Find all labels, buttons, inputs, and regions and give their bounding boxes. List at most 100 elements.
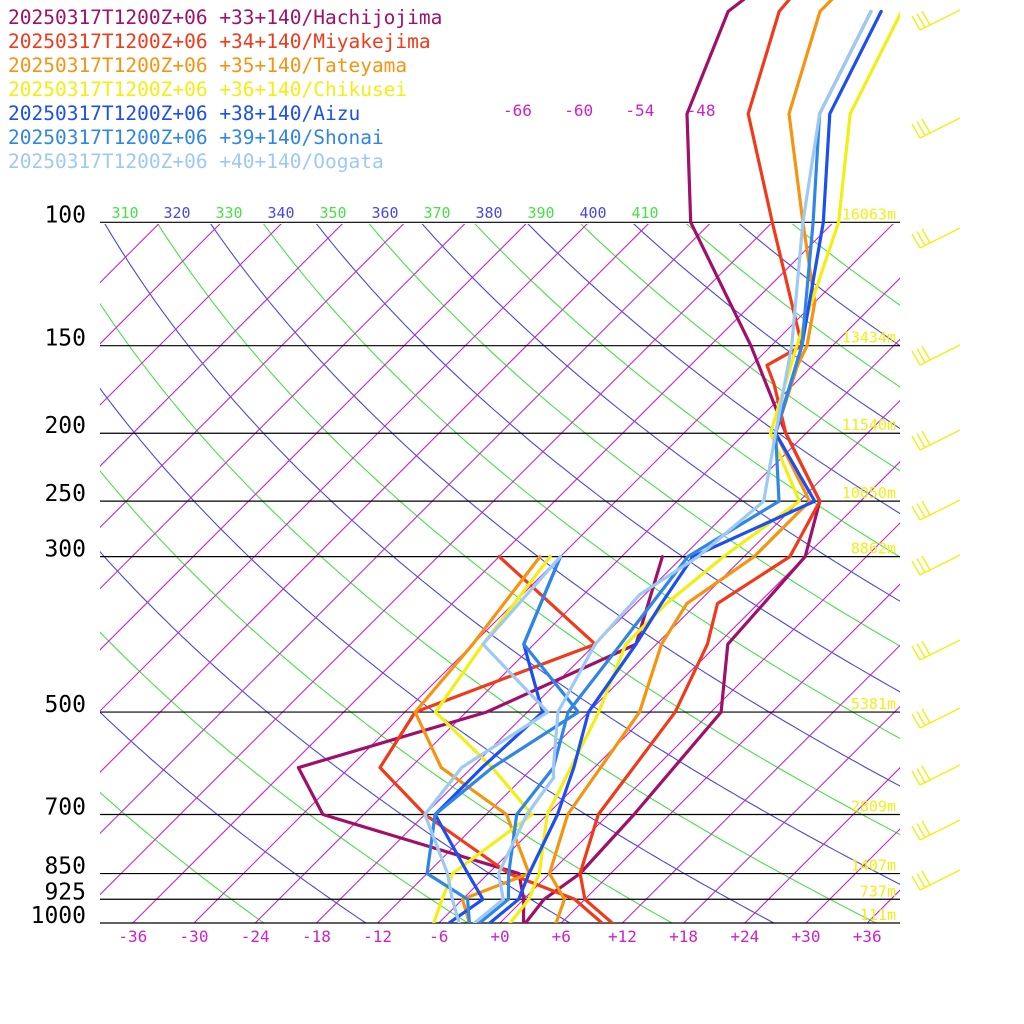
height-label: 8862m: [851, 540, 896, 558]
isotherm-line: [744, 767, 900, 923]
series-temperature-line: [508, 11, 900, 923]
isotherm-line: [254, 277, 900, 923]
isotherm-line: [377, 399, 900, 923]
isotherm-line: [100, 224, 221, 345]
x-tick-label: +24: [730, 927, 759, 946]
pressure-label: 250: [44, 481, 86, 507]
isotherm-label: -60: [564, 101, 593, 120]
wind-barb: [911, 227, 961, 249]
x-tick-label: +6: [552, 927, 571, 946]
series-dewpoint-line: [432, 555, 552, 923]
legend-entry-oogata: 20250317T1200Z+06 +40+140/Oogata: [8, 150, 384, 173]
wind-barb: [911, 819, 961, 841]
dry-adiabat-line: [580, 224, 900, 472]
series-dewpoint-line: [433, 555, 562, 923]
dry-adiabat-line: [685, 224, 900, 388]
dry-adiabat-line: [100, 302, 878, 923]
isotherm-line: [100, 224, 649, 773]
isotherm-label: -48: [687, 101, 716, 120]
legend-entry-shonai: 20250317T1200Z+06 +39+140/Shonai: [8, 126, 384, 149]
pressure-label: 500: [44, 692, 86, 718]
isotherm-line: [193, 224, 894, 923]
theta-label: 320: [163, 204, 190, 222]
legend-entry-tateyama: 20250317T1200Z+06 +35+140/Tateyama: [8, 54, 408, 77]
x-tick-label: +36: [853, 927, 882, 946]
isotherm-line: [100, 224, 282, 406]
isotherm-line: [132, 224, 833, 923]
dry-adiabat-line: [474, 224, 900, 558]
series-dewpoint-line: [423, 555, 562, 923]
x-tick-label: -30: [180, 927, 209, 946]
dry-adiabat-line: [738, 224, 900, 347]
isotherm-line: [100, 224, 343, 467]
legend: 20250317T1200Z+06 +33+140/Hachijojima 20…: [8, 6, 442, 174]
wind-barb: [911, 344, 961, 366]
theta-label: 390: [527, 204, 554, 222]
isotherm-line: [100, 224, 772, 896]
height-label: 5381m: [851, 695, 896, 713]
pressure-label: 100: [44, 202, 86, 228]
wind-barb: [911, 764, 961, 786]
theta-label: 360: [371, 204, 398, 222]
theta-label: 310: [111, 204, 138, 222]
series-temperature-line: [523, 0, 822, 923]
series-dewpoint-line: [378, 555, 604, 923]
theta-label: 340: [267, 204, 294, 222]
wind-barb: [911, 499, 961, 521]
wind-barb: [911, 707, 961, 729]
x-tick-label: +0: [490, 927, 509, 946]
series-dewpoint-line: [413, 555, 542, 923]
wind-barb: [911, 869, 961, 891]
theta-label: 330: [215, 204, 242, 222]
pressure-label: 1000: [31, 903, 86, 929]
theta-label: 380: [475, 204, 502, 222]
theta-label: 410: [631, 204, 658, 222]
pressure-label: 925: [44, 879, 86, 905]
series-temperature-line: [478, 9, 873, 923]
isotherm-line: [499, 522, 900, 923]
pressure-label: 700: [44, 794, 86, 820]
height-label: 10050m: [842, 484, 896, 502]
isotherm-line: [100, 224, 588, 712]
isotherm-label: -54: [625, 101, 654, 120]
isotherm-label: -66: [503, 101, 532, 120]
pressure-lines: 100 16063m 150 13434m 200 11540m 250 10050m 300 8…: [31, 202, 900, 929]
x-tick-label: -6: [429, 927, 448, 946]
height-label: 111m: [860, 906, 896, 924]
x-tick-label: -12: [363, 927, 392, 946]
x-tick-label: +18: [669, 927, 698, 946]
legend-entry-chikusei: 20250317T1200Z+06 +36+140/Chikusei: [8, 78, 408, 101]
wind-barb: [911, 639, 961, 661]
isotherm-line: [866, 889, 900, 923]
x-tick-label: -24: [241, 927, 270, 946]
series-temperature-line: [472, 9, 873, 923]
pressure-label: 850: [44, 854, 86, 880]
legend-entry-hachijojima: 20250317T1200Z+06 +33+140/Hachijojima: [8, 6, 443, 29]
x-tick-label: -36: [118, 927, 147, 946]
isotherm-line: [100, 224, 466, 590]
pressure-label: 200: [44, 413, 86, 439]
series-dewpoint-line: [425, 555, 580, 923]
height-label: 2809m: [851, 797, 896, 815]
isotherm-line: [100, 224, 405, 529]
wind-barb: [911, 429, 961, 451]
series-temperature-line: [547, 0, 834, 923]
series-temperature-line: [578, 0, 822, 923]
x-tick-label: -18: [302, 927, 331, 946]
pressure-label: 150: [44, 326, 86, 352]
height-label: 11540m: [842, 416, 896, 434]
dry-adiabat-line: [100, 551, 571, 923]
height-label: 13434m: [842, 329, 896, 347]
isotherm-line: [100, 224, 527, 651]
wind-barb: [911, 117, 961, 139]
sounding-series: [296, 0, 900, 923]
dry-adiabat-line: [210, 224, 900, 787]
height-label: 16063m: [842, 205, 896, 223]
isotherm-line: [560, 583, 900, 923]
height-label: 737m: [860, 882, 896, 900]
dry-adiabat-line: [421, 224, 900, 602]
pressure-label: 300: [44, 537, 86, 563]
theta-label: 370: [423, 204, 450, 222]
wind-barb: [911, 9, 961, 31]
isotherm-line: [622, 644, 900, 923]
